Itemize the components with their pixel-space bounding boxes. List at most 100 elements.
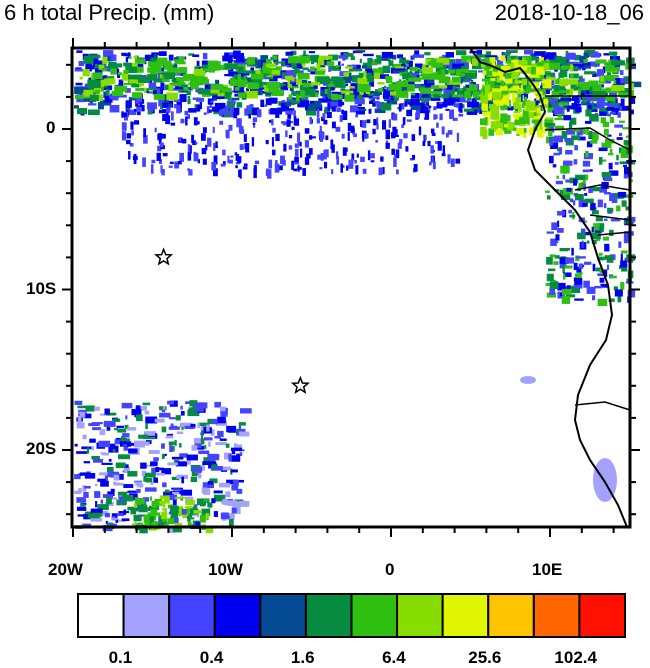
precip-cell	[218, 87, 232, 95]
precip-cell	[162, 153, 168, 157]
precip-cell	[131, 92, 143, 99]
precip-cell	[558, 92, 568, 95]
precip-cell	[180, 410, 185, 416]
precip-cell	[395, 169, 399, 175]
precip-cell	[628, 63, 636, 70]
precip-cell	[155, 65, 162, 71]
precip-cell	[542, 96, 555, 103]
precip-cell	[345, 83, 348, 87]
precip-cell	[546, 256, 553, 265]
precip-cell	[182, 73, 197, 80]
precip-cell	[602, 121, 610, 128]
precip-cell	[182, 138, 187, 144]
precip-cell	[609, 148, 613, 155]
precip-cell	[559, 261, 567, 269]
precip-cell	[163, 497, 170, 504]
precip-cell	[595, 90, 607, 98]
precip-cell	[187, 114, 190, 119]
precip-cell	[542, 79, 552, 89]
precip-cell	[199, 101, 203, 110]
precip-cell	[111, 497, 117, 500]
precip-cell	[95, 500, 98, 508]
precip-patch	[520, 376, 536, 384]
precip-cell	[578, 263, 584, 269]
precip-cell	[431, 156, 434, 163]
precip-cell	[430, 145, 434, 154]
precip-cell	[500, 65, 511, 73]
precip-cell	[570, 64, 574, 72]
precip-cell	[201, 60, 209, 67]
precip-cell	[201, 434, 204, 439]
precip-cell	[515, 79, 520, 85]
precip-cell	[302, 87, 310, 91]
precip-cell	[368, 96, 380, 99]
precip-cell	[586, 286, 596, 294]
precip-cell	[271, 89, 284, 97]
precip-cell	[427, 80, 435, 85]
precip-cell	[155, 433, 158, 439]
precip-cell	[121, 111, 124, 118]
precip-cell	[174, 439, 177, 446]
precip-cell	[528, 108, 534, 118]
precip-cell	[97, 478, 106, 482]
precip-cell	[591, 232, 601, 240]
precip-cell	[193, 152, 199, 162]
precip-cell	[573, 283, 581, 287]
precip-cell	[201, 147, 207, 155]
precip-cell	[502, 95, 510, 105]
precip-cell	[598, 79, 606, 84]
precip-cell	[327, 102, 331, 111]
precip-cell	[230, 155, 234, 158]
precip-cell	[245, 143, 250, 153]
precip-cell	[161, 67, 164, 75]
precip-cell	[187, 95, 191, 99]
precip-cell	[237, 92, 246, 98]
precip-cell	[156, 73, 160, 80]
precip-cell	[144, 410, 150, 415]
precip-cell	[316, 108, 320, 118]
precip-cell	[242, 166, 248, 170]
precip-cell	[435, 106, 443, 109]
precip-cell	[149, 63, 162, 68]
precip-cell	[413, 164, 418, 172]
precip-cell	[113, 481, 117, 486]
precip-cell	[529, 74, 539, 78]
precip-cell	[217, 416, 226, 424]
precip-cell	[441, 93, 449, 99]
precip-cell	[569, 198, 574, 203]
precip-cell	[586, 240, 590, 244]
precip-cell	[422, 64, 426, 69]
precip-cell	[159, 142, 164, 148]
precip-cell	[419, 97, 430, 101]
precip-cell	[422, 93, 430, 100]
precip-cell	[360, 156, 365, 163]
precip-cell	[578, 76, 583, 80]
precip-cell	[95, 89, 100, 95]
precip-cell	[237, 73, 242, 80]
precip-cell	[124, 88, 131, 93]
precip-cell	[566, 285, 571, 290]
precip-cell	[501, 54, 510, 59]
precip-cell	[625, 62, 630, 70]
precip-cell	[170, 122, 176, 126]
precip-cell	[376, 55, 382, 58]
precip-cell	[490, 104, 500, 111]
precip-cell	[443, 86, 453, 94]
colorbar-swatch	[396, 593, 444, 638]
precip-cell	[288, 94, 293, 100]
precip-cell	[555, 234, 560, 241]
precip-cell	[372, 128, 376, 135]
precip-cell	[87, 513, 100, 519]
precip-cell	[135, 405, 148, 411]
precip-cell	[83, 492, 89, 498]
precip-cell	[480, 126, 487, 137]
precip-cell	[536, 92, 541, 101]
precip-cell	[90, 65, 95, 70]
precip-cell	[557, 285, 566, 291]
precip-cell	[94, 491, 101, 498]
precip-cell	[353, 105, 358, 109]
precip-cell	[97, 61, 104, 65]
precip-cell	[568, 73, 579, 79]
precip-cell	[415, 110, 420, 119]
precip-cell	[207, 502, 213, 508]
